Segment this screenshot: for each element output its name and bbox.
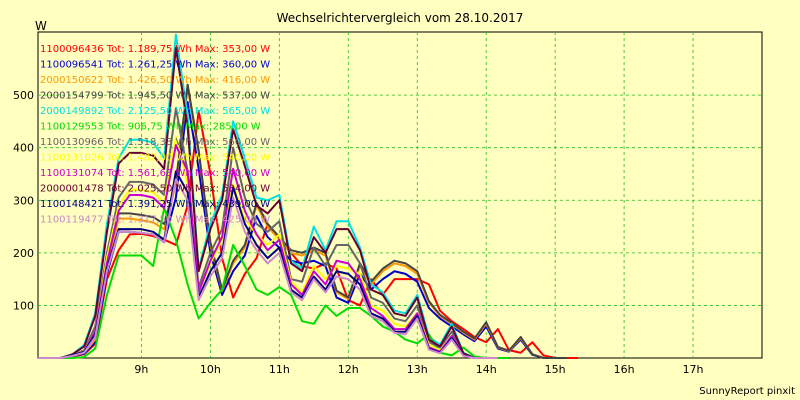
series-line [38, 107, 498, 359]
plot-area: 100 200 300 400 500 9h 10h 11h 12h 13h 14h 15h 16h 17… [13, 31, 763, 376]
x-tick-label: 14h [476, 363, 497, 376]
legend-entry: 1100096436 Tot: 1.189,75 Wh Max: 353,00 … [40, 44, 270, 55]
series-line [38, 207, 509, 359]
y-tick-label: 200 [13, 247, 34, 260]
series-line [38, 46, 498, 359]
legend-entry: 2000154799 Tot: 1.945,50 Wh Max: 537,00 … [40, 91, 270, 102]
plot-frame [37, 31, 763, 359]
legend-entry: 2000149892 Tot: 2.125,50 Wh Max: 565,00 … [40, 106, 270, 117]
footer-credit: SunnyReport pinxit [699, 386, 795, 397]
legend-entry: 1100129553 Tot: 906,75 Wh Max: 285,00 W [40, 122, 261, 133]
y-tick-label: 500 [13, 89, 34, 102]
legend-entry: 2000001478 Tot: 2.025,50 Wh Max: 534,00 … [40, 184, 270, 195]
x-tick-label: 15h [545, 363, 566, 376]
legend-entry: 1100148421 Tot: 1.391,25 Wh Max: 439,00 … [40, 199, 270, 210]
legend-entry: 1100131074 Tot: 1.561,63 Wh Max: 540,00 … [40, 168, 270, 179]
legend-entry: 1100119477 Tot: 1.317,50 Wh Max: 425,00 … [40, 215, 270, 226]
x-tick-label: 10h [200, 363, 221, 376]
y-tick-label: 400 [13, 142, 34, 155]
legend-entry: 2000150622 Tot: 1.426,50 Wh Max: 416,00 … [40, 75, 270, 86]
y-tick-label: 100 [13, 299, 34, 312]
x-tick-label: 9h [134, 363, 148, 376]
series-line [38, 109, 578, 359]
x-tick-label: 13h [407, 363, 428, 376]
x-tick-label: 12h [338, 363, 359, 376]
x-tick-label: 16h [614, 363, 635, 376]
chart-title: Wechselrichtervergleich vom 28.10.2017 [277, 11, 524, 25]
y-tick-label: 300 [13, 194, 34, 207]
x-tick-label: 11h [269, 363, 290, 376]
x-tick-label: 17h [683, 363, 704, 376]
y-axis-label: W [35, 19, 47, 33]
series-line [38, 178, 498, 359]
legend-entry: 1100096541 Tot: 1.261,25 Wh Max: 360,00 … [40, 60, 270, 71]
legend-entry: 1100130966 Tot: 1.518,33 Wh Max: 560,00 … [40, 137, 270, 148]
legend-entry: 1100131026 Tot: 1.482,00 Wh Max: 540,00 … [40, 153, 270, 164]
